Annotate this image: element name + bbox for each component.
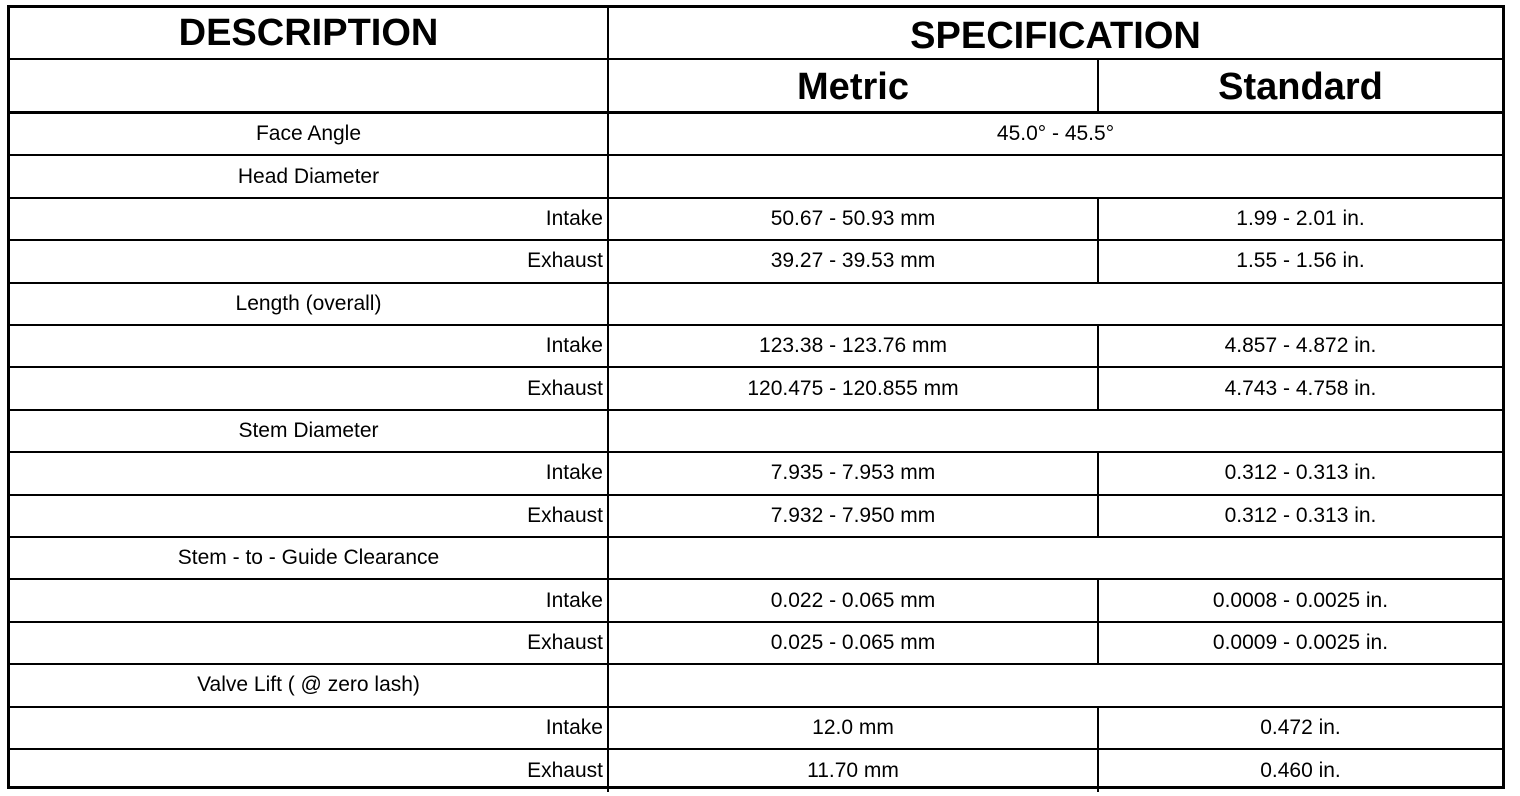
- table-row: Exhaust 0.025 - 0.065 mm 0.0009 - 0.0025 i…: [10, 622, 1502, 666]
- table-row: Length (overall): [10, 283, 1502, 326]
- metric-value: 123.38 - 123.76 mm: [609, 326, 1099, 367]
- description-cell: Length (overall): [10, 283, 609, 324]
- table-row: Intake 7.935 - 7.953 mm 0.312 - 0.313 in.: [10, 453, 1502, 496]
- metric-value: 7.935 - 7.953 mm: [609, 453, 1099, 494]
- standard-value: 0.0008 - 0.0025 in.: [1212, 588, 1389, 612]
- specification-blank: [609, 156, 1502, 196]
- standard-value: 4.857 - 4.872 in.: [1224, 334, 1377, 358]
- description-cell: Exhaust: [10, 368, 609, 409]
- specification-blank: [609, 411, 1502, 451]
- table-row: Valve Lift ( @ zero lash): [10, 665, 1502, 708]
- description-cell: Exhaust: [10, 622, 609, 664]
- description-cell: Face Angle: [10, 114, 609, 155]
- table-row: Stem Diameter: [10, 410, 1502, 454]
- valve-specification-table: DESCRIPTION SPECIFICATION Metric Standar…: [7, 5, 1505, 793]
- standard-value: 1.99 - 2.01 in.: [1236, 206, 1365, 230]
- specification-value: 45.0° - 45.5°: [996, 122, 1115, 146]
- standard-header: Standard: [1218, 66, 1383, 108]
- table-row: Stem - to - Guide Clearance: [10, 538, 1502, 581]
- specification-blank: [609, 665, 1502, 705]
- description-cell: Stem Diameter: [10, 410, 609, 452]
- metric-value: 39.27 - 39.53 mm: [609, 241, 1099, 282]
- description-header: DESCRIPTION: [10, 8, 609, 58]
- description-cell: Intake: [10, 326, 609, 367]
- metric-value: 50.67 - 50.93 mm: [609, 198, 1099, 240]
- metric-value: 0.022 - 0.065 mm: [609, 580, 1099, 621]
- description-header-blank: [10, 60, 609, 111]
- description-cell: Exhaust: [10, 750, 609, 793]
- table-row: Exhaust 120.475 - 120.855 mm 4.743 - 4.758…: [10, 368, 1502, 411]
- description-cell: Valve Lift ( @ zero lash): [10, 665, 609, 706]
- standard-value: 0.312 - 0.313 in.: [1224, 503, 1377, 527]
- description-cell: Head Diameter: [10, 156, 609, 197]
- table-row: Intake 50.67 - 50.93 mm 1.99 - 2.01 in.: [10, 198, 1502, 242]
- metric-value: 7.932 - 7.950 mm: [609, 495, 1099, 536]
- description-cell: Intake: [10, 198, 609, 240]
- standard-value: 0.472 in.: [1260, 715, 1341, 739]
- table-row: Intake 12.0 mm 0.472 in.: [10, 707, 1502, 750]
- metric-value: 11.70 mm: [609, 750, 1099, 793]
- table-row: Head Diameter: [10, 156, 1502, 199]
- description-cell: Intake: [10, 580, 609, 621]
- standard-value: 1.55 - 1.56 in.: [1236, 249, 1365, 273]
- standard-value: 0.0009 - 0.0025 in.: [1212, 630, 1389, 654]
- description-cell: Stem - to - Guide Clearance: [10, 538, 609, 579]
- table-row: Exhaust 7.932 - 7.950 mm 0.312 - 0.313 in.: [10, 495, 1502, 538]
- standard-value: 4.743 - 4.758 in.: [1224, 376, 1377, 400]
- metric-value: 12.0 mm: [609, 707, 1099, 748]
- description-cell: Intake: [10, 707, 609, 748]
- standard-value: 0.312 - 0.313 in.: [1224, 461, 1377, 485]
- specification-blank: [609, 284, 1502, 324]
- description-cell: Exhaust: [10, 495, 609, 536]
- specification-blank: [609, 538, 1502, 578]
- table-row: Intake 123.38 - 123.76 mm 4.857 - 4.872 in…: [10, 326, 1502, 369]
- specification-header: SPECIFICATION: [910, 14, 1201, 57]
- table-row: Intake 0.022 - 0.065 mm 0.0008 - 0.0025 in…: [10, 580, 1502, 623]
- description-cell: Intake: [10, 453, 609, 494]
- table-row: Exhaust 39.27 - 39.53 mm 1.55 - 1.56 in.: [10, 241, 1502, 284]
- table-row: Face Angle 45.0° - 45.5°: [10, 114, 1502, 157]
- metric-value: 0.025 - 0.065 mm: [609, 622, 1099, 664]
- metric-header: Metric: [609, 60, 1099, 111]
- description-cell: Exhaust: [10, 241, 609, 282]
- standard-value: 0.460 in.: [1260, 759, 1341, 783]
- header-row-1: DESCRIPTION SPECIFICATION: [10, 8, 1502, 60]
- header-row-2: Metric Standard: [10, 60, 1502, 114]
- metric-value: 120.475 - 120.855 mm: [609, 368, 1099, 409]
- table-row: Exhaust 11.70 mm 0.460 in.: [10, 750, 1502, 793]
